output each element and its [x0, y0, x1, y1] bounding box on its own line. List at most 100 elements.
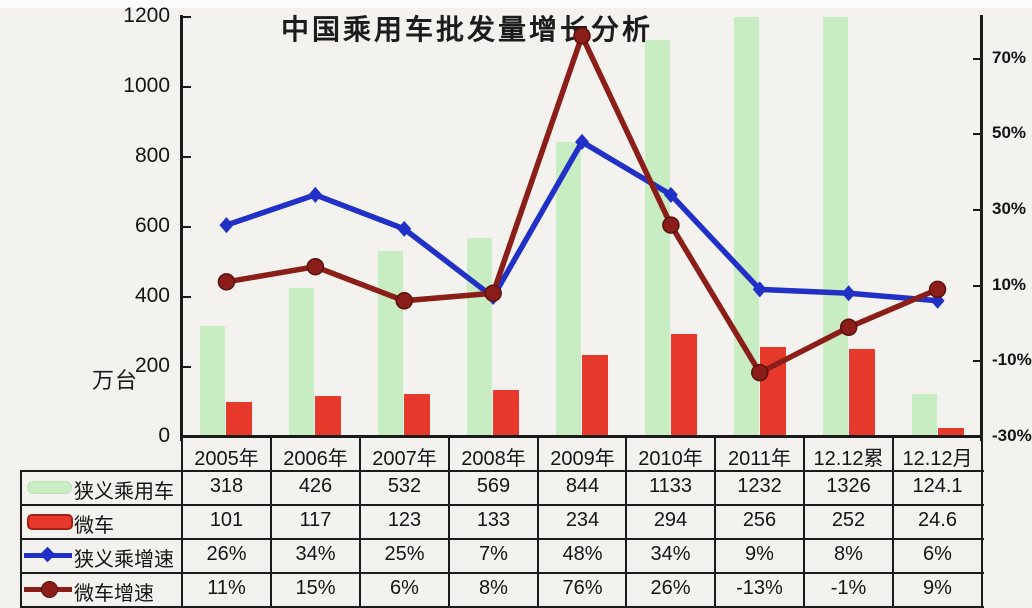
table-cell-mini-vehicle-2008年: 133 — [476, 509, 511, 531]
table-cell-narrow-pv-2007年: 532 — [387, 475, 422, 497]
bar-narrow-pv-2009年 — [556, 142, 581, 437]
legend-label-mini-vehicle-growth: 微车增速 — [74, 583, 154, 605]
marker-narrow-pv-growth-12.12月 — [930, 292, 945, 309]
table-vline-0 — [181, 437, 183, 608]
marker-narrow-pv-growth-2006年 — [308, 186, 323, 203]
right-axis-tick-label-10%: 10% — [992, 275, 1027, 294]
x-axis-line — [180, 435, 983, 438]
left-axis-tick-label-600: 600 — [134, 214, 170, 237]
marker-mini-vehicle-growth-12.12月 — [928, 280, 947, 299]
table-hline-4 — [20, 572, 984, 574]
frame-top-strip — [0, 0, 1032, 8]
table-header-12.12月: 12.12月 — [902, 448, 973, 470]
table-cell-mini-vehicle-2005年: 101 — [209, 509, 244, 531]
table-cell-mini-vehicle-2007年: 123 — [387, 509, 422, 531]
left-axis-tick-600 — [183, 226, 191, 228]
legend-swatch-mini-vehicle — [27, 514, 73, 530]
table-cell-narrow-pv-2005年: 318 — [209, 475, 244, 497]
legend-marker-diamond-narrow-pv-growth — [39, 546, 56, 563]
table-vline-8 — [892, 437, 894, 608]
table-hline-2 — [20, 504, 984, 506]
table-header-2011年: 2011年 — [727, 448, 791, 470]
table-header-2006年: 2006年 — [283, 448, 348, 470]
bar-narrow-pv-2007年 — [378, 251, 403, 437]
chart-title: 中国乘用车批发量增长分析 — [280, 14, 653, 45]
right-axis-tick-label-30%: 30% — [992, 199, 1027, 218]
table-header-2010年: 2010年 — [638, 448, 703, 470]
bar-mini-vehicle-2008年 — [493, 390, 519, 437]
table-cell-mini-vehicle-growth-2009年: 76% — [562, 577, 603, 599]
table-vline-9 — [981, 437, 983, 608]
right-axis-line — [980, 15, 983, 441]
left-axis-line — [180, 15, 183, 441]
table-vline-4 — [537, 437, 539, 608]
bar-mini-vehicle-2007年 — [404, 394, 430, 437]
table-cell-narrow-pv-growth-2005年: 26% — [206, 543, 247, 565]
left-axis-tick-200 — [183, 366, 191, 368]
table-cell-narrow-pv-growth-2006年: 34% — [295, 543, 336, 565]
table-header-12.12累: 12.12累 — [813, 448, 884, 470]
bar-mini-vehicle-2009年 — [582, 355, 608, 437]
table-cell-narrow-pv-growth-2010年: 34% — [650, 543, 691, 565]
bar-narrow-pv-2010年 — [645, 40, 670, 437]
legend-label-mini-vehicle: 微车 — [74, 515, 114, 537]
table-vline-2 — [359, 437, 361, 608]
left-axis-tick-label-1000: 1000 — [123, 74, 170, 97]
table-cell-mini-vehicle-growth-2007年: 6% — [390, 577, 419, 599]
table-cell-mini-vehicle-growth-12.12月: 9% — [923, 577, 952, 599]
table-header-2007年: 2007年 — [372, 448, 437, 470]
table-cell-mini-vehicle-growth-2010年: 26% — [650, 577, 691, 599]
bar-mini-vehicle-2006年 — [315, 396, 341, 437]
right-axis-tick-30% — [973, 209, 981, 211]
table-vline-7 — [803, 437, 805, 608]
bar-narrow-pv-12.12月 — [912, 394, 937, 437]
left-axis-tick-1200 — [183, 16, 191, 18]
table-hline-1 — [20, 470, 984, 472]
table-cell-narrow-pv-growth-12.12月: 6% — [923, 543, 952, 565]
table-cell-narrow-pv-growth-2008年: 7% — [479, 543, 508, 565]
table-cell-narrow-pv-2006年: 426 — [298, 475, 333, 497]
left-axis-tick-800 — [183, 156, 191, 158]
table-cell-mini-vehicle-growth-2011年: -13% — [736, 577, 783, 599]
right-axis-tick--30% — [973, 436, 981, 438]
table-cell-narrow-pv-growth-2007年: 25% — [384, 543, 425, 565]
legend-swatch-narrow-pv — [27, 481, 72, 494]
marker-narrow-pv-growth-2007年 — [397, 220, 412, 237]
left-axis-tick-1000 — [183, 86, 191, 88]
table-cell-narrow-pv-growth-2009年: 48% — [562, 543, 603, 565]
legend-label-narrow-pv-growth: 狭义乘增速 — [74, 549, 174, 571]
table-cell-narrow-pv-growth-12.12累: 8% — [834, 543, 863, 565]
left-axis-tick-label-1200: 1200 — [123, 4, 170, 27]
left-axis-unit-label: 万台 — [92, 368, 139, 393]
table-cell-narrow-pv-2010年: 1133 — [648, 475, 692, 497]
table-vline-1 — [270, 437, 272, 608]
bar-mini-vehicle-2005年 — [226, 402, 252, 437]
table-cell-mini-vehicle-growth-2008年: 8% — [479, 577, 508, 599]
table-cell-narrow-pv-growth-2011年: 9% — [745, 543, 774, 565]
table-cell-mini-vehicle-2006年: 117 — [299, 509, 332, 531]
table-cell-mini-vehicle-growth-2005年: 11% — [207, 577, 246, 599]
marker-mini-vehicle-growth-2005年 — [217, 273, 236, 291]
table-cell-narrow-pv-2009年: 844 — [565, 475, 600, 497]
left-axis-tick-label-0: 0 — [158, 424, 170, 447]
table-cell-mini-vehicle-2010年: 294 — [653, 509, 688, 531]
left-axis-tick-0 — [183, 436, 191, 438]
table-header-2008年: 2008年 — [461, 448, 526, 470]
bar-narrow-pv-12.12累 — [823, 17, 848, 437]
table-cell-narrow-pv-2011年: 1232 — [737, 475, 782, 497]
table-hline-3 — [20, 538, 984, 540]
left-axis-tick-label-400: 400 — [134, 284, 170, 307]
bar-narrow-pv-2008年 — [467, 238, 492, 437]
table-cell-mini-vehicle-12.12累: 252 — [831, 509, 866, 531]
table-header-2009年: 2009年 — [550, 448, 615, 470]
table-vline-5 — [625, 437, 627, 608]
right-axis-tick-label--30%: -30% — [992, 426, 1032, 445]
bar-narrow-pv-2006年 — [289, 288, 314, 437]
right-axis-tick-label-70%: 70% — [992, 48, 1027, 67]
left-axis-tick-label-800: 800 — [134, 144, 170, 167]
bar-narrow-pv-2011年 — [734, 17, 759, 437]
right-axis-tick-50% — [973, 133, 981, 135]
table-vline-3 — [448, 437, 450, 608]
table-cell-narrow-pv-2008年: 569 — [476, 475, 511, 497]
